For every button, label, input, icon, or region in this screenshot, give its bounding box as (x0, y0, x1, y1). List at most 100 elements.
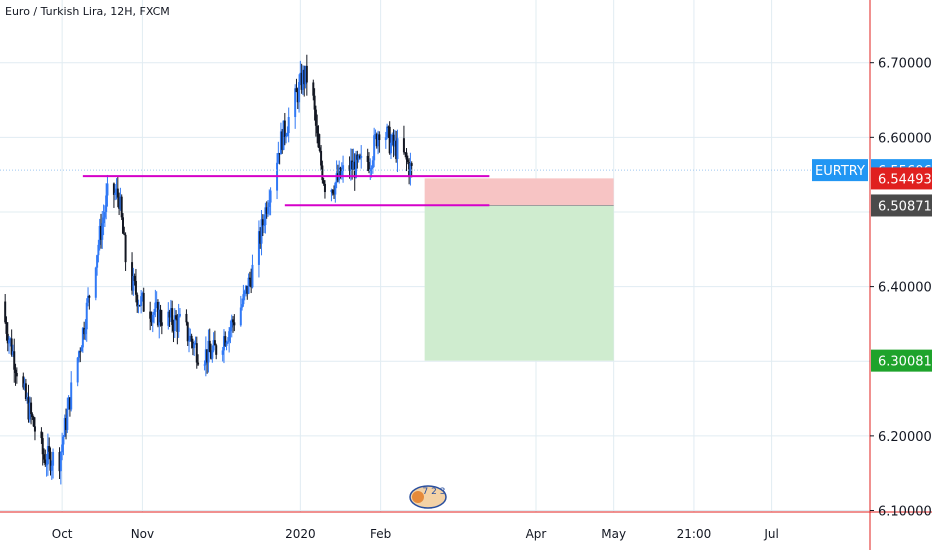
candle-body (221, 350, 224, 355)
candle-body (241, 304, 244, 308)
candle-body (97, 244, 100, 256)
candle-body (321, 165, 324, 181)
candle-body (338, 167, 341, 181)
candle-body (312, 82, 315, 96)
candle-body (210, 351, 213, 359)
candle-body (66, 409, 69, 430)
candle-body (142, 292, 145, 312)
candle-body (49, 451, 52, 471)
candle-body (140, 296, 143, 306)
candle-body (121, 217, 124, 234)
candle-body (351, 160, 354, 170)
candle-body (213, 340, 216, 346)
candle-body (408, 162, 411, 176)
candle-body (26, 397, 29, 399)
candle-body (119, 196, 122, 209)
candle-body (61, 444, 64, 453)
candle-body (52, 452, 55, 466)
candle-body (296, 91, 299, 103)
candle-body (226, 341, 229, 343)
time-tick-label: Nov (131, 527, 154, 541)
candle-body (286, 133, 289, 137)
candle-body (6, 333, 9, 344)
candle-body (50, 465, 53, 471)
candle-body (263, 225, 266, 227)
candle-body (138, 305, 141, 307)
time-tick-label: Apr (526, 527, 547, 541)
candle-body (11, 351, 14, 355)
price-tag-box (871, 194, 932, 217)
candle-body (232, 319, 235, 323)
candle-body (28, 402, 31, 420)
candle-body (322, 180, 325, 184)
candle-body (244, 285, 247, 292)
candle-body (98, 225, 101, 245)
candle-body (374, 134, 377, 136)
time-tick-label: Jul (763, 527, 778, 541)
candle-body (264, 207, 267, 226)
candle-body (229, 327, 232, 332)
candle-body (348, 165, 351, 171)
candle-body (160, 322, 163, 326)
price-tick-label: 6.20000 (878, 430, 932, 445)
candle-body (389, 142, 392, 154)
candle-body (375, 134, 378, 147)
symbol-tag-label: EURTRY (815, 164, 865, 179)
candle-body (102, 217, 105, 224)
candle-body (10, 338, 13, 355)
candle-body (176, 319, 179, 332)
candle-body (305, 65, 308, 83)
candle-body (63, 418, 66, 437)
time-tick-label: Oct (52, 527, 73, 541)
candle-body (222, 336, 225, 351)
candle-body (333, 193, 336, 195)
candle-body (136, 294, 139, 307)
candle-body (320, 150, 323, 166)
candle-body (239, 307, 242, 326)
candle-body (358, 155, 361, 158)
candle-body (13, 351, 16, 370)
candle-body (15, 373, 18, 377)
candle-body (405, 152, 408, 160)
candle-body (301, 69, 304, 90)
candle-body (388, 126, 391, 154)
candle-body (4, 301, 7, 323)
candle-body (261, 219, 264, 226)
candle-body (169, 308, 172, 318)
candle-body (96, 255, 99, 268)
candle-body (114, 192, 117, 195)
candle-body (23, 383, 26, 388)
price-tick-label: 6.70000 (878, 57, 932, 72)
position-zones (424, 178, 614, 361)
candle-body (22, 376, 25, 388)
candle-body (257, 231, 260, 265)
watermark-logo-dot (412, 491, 424, 503)
candle-body (43, 454, 46, 460)
candle-body (120, 196, 123, 218)
candle-body (369, 169, 372, 172)
candle-body (106, 183, 109, 196)
candle-body (251, 264, 254, 288)
candle-body (352, 161, 355, 170)
candle-body (334, 182, 337, 195)
candle-body (378, 134, 381, 141)
candle-body (224, 336, 227, 346)
candle-body (154, 302, 157, 312)
candle-body (330, 190, 333, 193)
candle-body (410, 163, 413, 166)
candle-body (124, 234, 127, 263)
candle-body (303, 69, 306, 85)
candle-body (33, 426, 36, 432)
candle-body (277, 153, 280, 163)
time-tick-label: 2020 (285, 527, 316, 541)
candle-body (248, 277, 251, 280)
chart-title: Euro / Turkish Lira, 12H, FXCM (5, 5, 170, 18)
candle-body (391, 134, 394, 143)
candle-body (402, 138, 405, 153)
candle-body (101, 223, 104, 240)
candle-body (168, 311, 171, 318)
candle-body (9, 338, 12, 340)
candle-body (233, 322, 236, 326)
